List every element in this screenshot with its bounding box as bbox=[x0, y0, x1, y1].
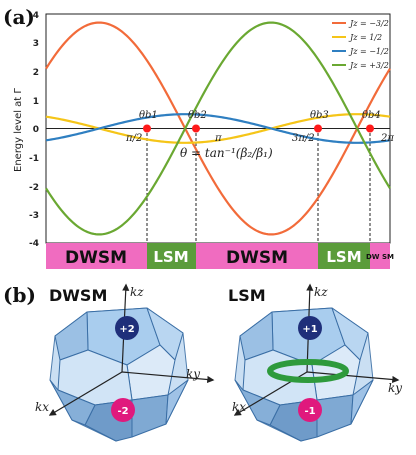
y-tick-label: -2 bbox=[29, 183, 39, 193]
y-axis-label: Energy level at Γ bbox=[13, 88, 24, 172]
phase-segment-dwsm bbox=[46, 243, 147, 269]
x-tick-label: 3π/2 bbox=[292, 133, 315, 144]
phase-label: LSM bbox=[326, 248, 361, 266]
y-tick-label: -3 bbox=[29, 211, 39, 221]
legend-label: Jz = −3/2 bbox=[348, 19, 389, 28]
legend-label: Jz = 1/2 bbox=[348, 33, 382, 42]
y-tick-label: 4 bbox=[33, 11, 39, 21]
x-tick-label: 2π bbox=[380, 133, 394, 144]
crossing-point bbox=[314, 124, 322, 133]
y-tick-label: -1 bbox=[29, 154, 39, 164]
ky-label-right: ky bbox=[388, 381, 402, 395]
legend-label: Jz = +3/2 bbox=[348, 61, 389, 70]
formula-label: θ = tan⁻¹(β₂/β₁) bbox=[180, 146, 273, 160]
y-tick-label: 0 bbox=[33, 125, 39, 135]
phase-segment-lsm bbox=[147, 243, 196, 269]
kz-label-right: kz bbox=[314, 285, 328, 299]
charge-negative-left bbox=[111, 398, 135, 422]
theta-label-b3: θb3 bbox=[310, 110, 329, 121]
phase-segment-dwsm bbox=[370, 243, 390, 269]
charge-negative-right bbox=[298, 398, 322, 422]
charge-positive-right bbox=[298, 316, 322, 340]
ky-label-left: ky bbox=[186, 367, 200, 381]
theta-label-b4: θb4 bbox=[362, 110, 381, 121]
series-line bbox=[45, 21, 391, 236]
panel-a-label: (a) bbox=[3, 5, 35, 29]
series-line bbox=[45, 113, 391, 144]
charge-label: -1 bbox=[304, 406, 315, 417]
y-tick-label: 3 bbox=[33, 39, 39, 49]
right-title: LSM bbox=[228, 286, 266, 305]
kx-label-right: kx bbox=[232, 400, 246, 414]
panel-b-label: (b) bbox=[3, 283, 36, 307]
crossing-point bbox=[192, 124, 200, 133]
nodal-ring bbox=[267, 359, 349, 383]
kz-label-left: kz bbox=[130, 285, 144, 299]
phase-label: DWSM bbox=[226, 248, 288, 268]
crossing-point bbox=[366, 124, 374, 133]
y-tick-label: 2 bbox=[33, 68, 39, 78]
x-tick-label: π bbox=[214, 133, 222, 144]
phase-segment-lsm bbox=[318, 243, 370, 269]
y-tick-label: 1 bbox=[33, 97, 39, 107]
phase-label: DWSM bbox=[65, 248, 127, 268]
ky-axis-right bbox=[306, 371, 400, 384]
phase-label: LSM bbox=[153, 248, 188, 266]
left-title: DWSM bbox=[49, 286, 107, 305]
y-tick-label: -4 bbox=[29, 239, 39, 249]
charge-positive-left bbox=[115, 316, 139, 340]
ky-axis-left bbox=[121, 371, 215, 384]
kx-axis-left bbox=[48, 371, 123, 416]
crossing-point bbox=[143, 124, 151, 133]
charge-label: +1 bbox=[302, 324, 317, 335]
phase-segment-dwsm bbox=[196, 243, 318, 269]
phase-label: DW SM bbox=[366, 253, 394, 261]
charge-label: -2 bbox=[117, 406, 128, 417]
series-line bbox=[45, 21, 391, 236]
theta-label-b1: θb1 bbox=[139, 110, 158, 121]
theta-label-b2: θb2 bbox=[188, 110, 207, 121]
charge-label: +2 bbox=[119, 324, 134, 335]
legend-label: Jz = −1/2 bbox=[348, 47, 389, 56]
x-tick-label: π/2 bbox=[125, 133, 142, 144]
kx-label-left: kx bbox=[35, 400, 49, 414]
series-line bbox=[45, 113, 391, 144]
